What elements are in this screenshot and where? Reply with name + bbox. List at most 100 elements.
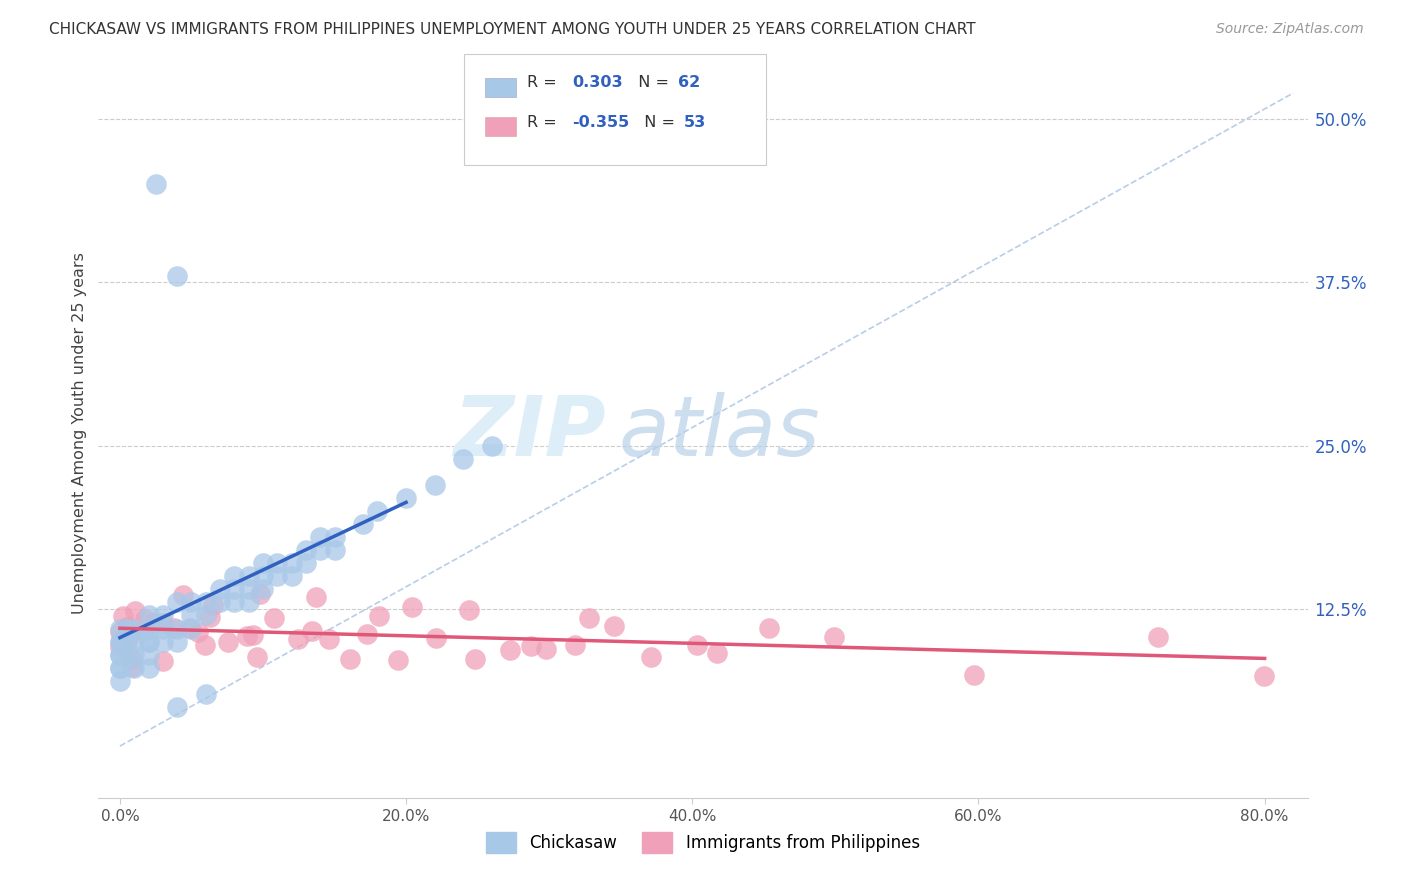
Point xyxy=(152,615,174,630)
Point xyxy=(603,618,626,632)
Point xyxy=(108,648,131,662)
Point xyxy=(111,608,134,623)
Point xyxy=(115,634,138,648)
Point xyxy=(166,622,188,636)
Point xyxy=(217,635,239,649)
Point xyxy=(166,699,188,714)
Point xyxy=(122,648,145,662)
Point xyxy=(387,652,409,666)
Point xyxy=(138,622,160,636)
Point xyxy=(236,629,259,643)
Point xyxy=(252,569,274,583)
Point xyxy=(108,640,131,654)
Point xyxy=(108,634,131,648)
Point xyxy=(758,621,780,635)
Point xyxy=(238,569,260,583)
Text: -0.355: -0.355 xyxy=(572,115,630,129)
Point xyxy=(309,530,332,544)
Point xyxy=(198,610,221,624)
Point xyxy=(266,556,288,570)
Point xyxy=(686,638,709,652)
Y-axis label: Unemployment Among Youth under 25 years: Unemployment Among Youth under 25 years xyxy=(72,252,87,614)
Point xyxy=(1253,669,1275,683)
Point xyxy=(242,628,264,642)
Point xyxy=(108,625,131,640)
Point xyxy=(295,543,318,558)
Point xyxy=(295,556,318,570)
Point xyxy=(108,661,131,675)
Point xyxy=(534,641,557,656)
Point xyxy=(224,569,246,583)
Point xyxy=(453,451,475,466)
Text: ZIP: ZIP xyxy=(454,392,606,473)
Point xyxy=(395,491,418,505)
Text: R =: R = xyxy=(527,115,562,129)
Point xyxy=(564,638,586,652)
Point xyxy=(138,648,160,662)
Point xyxy=(115,648,138,662)
Point xyxy=(238,595,260,609)
Point xyxy=(108,648,131,662)
Point xyxy=(180,595,202,609)
Point xyxy=(187,625,209,640)
Point xyxy=(252,556,274,570)
Point xyxy=(180,608,202,623)
Point xyxy=(245,650,267,665)
Point xyxy=(166,595,188,609)
Legend: Chickasaw, Immigrants from Philippines: Chickasaw, Immigrants from Philippines xyxy=(479,826,927,860)
Point xyxy=(152,622,174,636)
Point xyxy=(142,615,165,630)
Point xyxy=(481,439,503,453)
Point xyxy=(180,622,202,636)
Point xyxy=(194,595,217,609)
Point xyxy=(823,631,845,645)
Point xyxy=(172,588,194,602)
Point xyxy=(108,661,131,675)
Text: 53: 53 xyxy=(683,115,706,129)
Point xyxy=(122,622,145,636)
Point xyxy=(202,598,225,612)
Point xyxy=(138,661,160,675)
Point xyxy=(134,612,156,626)
Text: 62: 62 xyxy=(678,76,700,90)
Point xyxy=(519,639,541,653)
Point xyxy=(706,646,728,660)
Point xyxy=(138,634,160,648)
Point xyxy=(458,603,481,617)
Point xyxy=(132,623,155,637)
Point xyxy=(224,595,246,609)
Point xyxy=(263,610,285,624)
Text: atlas: atlas xyxy=(619,392,820,473)
Point xyxy=(122,661,145,675)
Point xyxy=(118,629,141,643)
Point xyxy=(425,631,447,645)
Point xyxy=(145,178,167,192)
Point xyxy=(108,622,131,636)
Point xyxy=(266,569,288,583)
Point xyxy=(152,634,174,648)
Point xyxy=(423,478,446,492)
Point xyxy=(252,582,274,597)
Point xyxy=(318,632,340,647)
Point xyxy=(122,634,145,648)
Point xyxy=(108,673,131,688)
Point xyxy=(166,268,188,283)
Point xyxy=(962,668,984,682)
Point xyxy=(124,604,146,618)
Point xyxy=(356,627,378,641)
Point xyxy=(152,654,174,668)
Point xyxy=(309,543,332,558)
Point xyxy=(366,504,388,518)
Point xyxy=(401,599,423,614)
Point xyxy=(179,621,201,635)
Point xyxy=(194,638,217,652)
Point xyxy=(367,609,389,624)
Point xyxy=(114,630,136,644)
Point xyxy=(224,582,246,597)
Point xyxy=(323,530,346,544)
Point xyxy=(209,595,232,609)
Text: R =: R = xyxy=(527,76,562,90)
Point xyxy=(1147,630,1170,644)
Point xyxy=(301,624,323,638)
Point xyxy=(194,608,217,623)
